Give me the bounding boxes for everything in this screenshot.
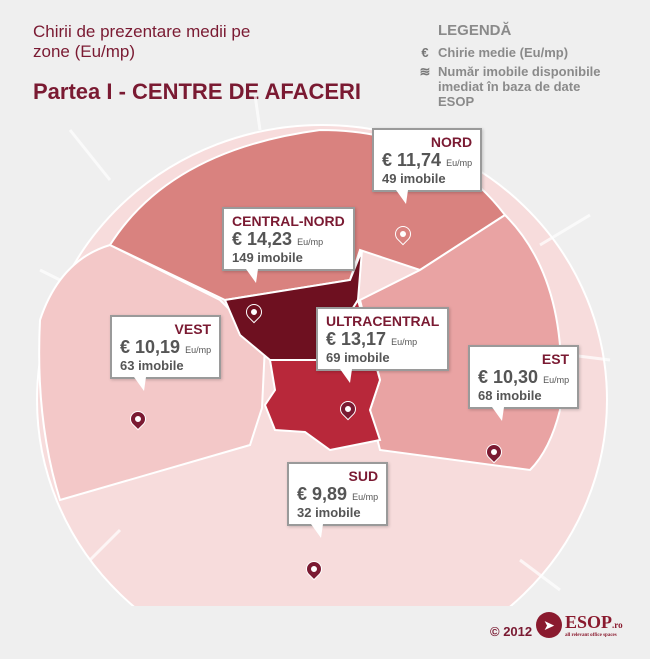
zone-price: € 14,23 [232,229,293,249]
legend-label: Număr imobile disponibile imediat în baz… [438,64,601,109]
zone-count: 149 imobile [232,250,303,265]
zone-name: CENTRAL-NORD [232,213,345,229]
zone-count: 63 imobile [120,358,184,373]
zone-price: € 9,89 [297,484,348,504]
price-unit: Eu/mp [352,492,379,502]
price-unit: Eu/mp [543,375,570,385]
price-unit: Eu/mp [297,237,324,247]
zone-price: € 11,74 [382,150,442,170]
zone-name: ULTRACENTRAL [326,313,440,329]
zone-price: € 10,30 [478,367,539,387]
callout-sud: SUD € 9,89 Eu/mp 32 imobile [287,462,389,538]
zone-name: EST [541,351,570,367]
zone-count: 32 imobile [297,505,361,520]
subtitle: Chirii de prezentare medii pe zone (Eu/m… [33,22,251,61]
callout-ultracentral: ULTRACENTRAL € 13,17 Eu/mp 69 imobile [316,307,450,383]
legend: LEGENDĂ € Chirie medie (Eu/mp) ≋ Număr imo… [418,22,608,113]
zone-count: 49 imobile [382,171,446,186]
logo-suffix: .ro [612,620,623,630]
legend-title: LEGENDĂ [438,22,512,39]
callout-nord: NORD € 11,74 Eu/mp 49 imobile [372,128,483,204]
logo-text: ESOP [565,612,613,632]
callout-vest: VEST € 10,19 Eu/mp 63 imobile [110,315,222,391]
price-unit: Eu/mp [185,345,212,355]
price-unit: Eu/mp [391,337,418,347]
zone-price: € 10,19 [120,337,181,357]
logo-tagline: all relevant office spaces [565,633,617,638]
zone-count: 68 imobile [478,388,542,403]
callout-est: EST € 10,30 Eu/mp 68 imobile [468,345,580,421]
copyright: © 2012 [490,624,533,639]
price-unit: Eu/mp [446,158,473,168]
page-title: Partea I - CENTRE DE AFACERI [33,79,362,104]
callout-central-nord: CENTRAL-NORD € 14,23 Eu/mp 149 imobile [222,207,355,283]
zone-name: NORD [430,134,473,150]
legend-label: Chirie medie (Eu/mp) [438,45,569,60]
stack-icon: ≋ [419,64,431,79]
logo-arrow-icon: ➤ [536,612,562,638]
zone-name: SUD [348,468,379,484]
euro-icon: € [421,45,429,60]
zone-price: € 13,17 [326,329,387,349]
esop-logo: ➤ ESOP.ro all relevant office spaces [536,612,623,638]
zone-count: 69 imobile [326,350,390,365]
zone-name: VEST [174,321,212,337]
